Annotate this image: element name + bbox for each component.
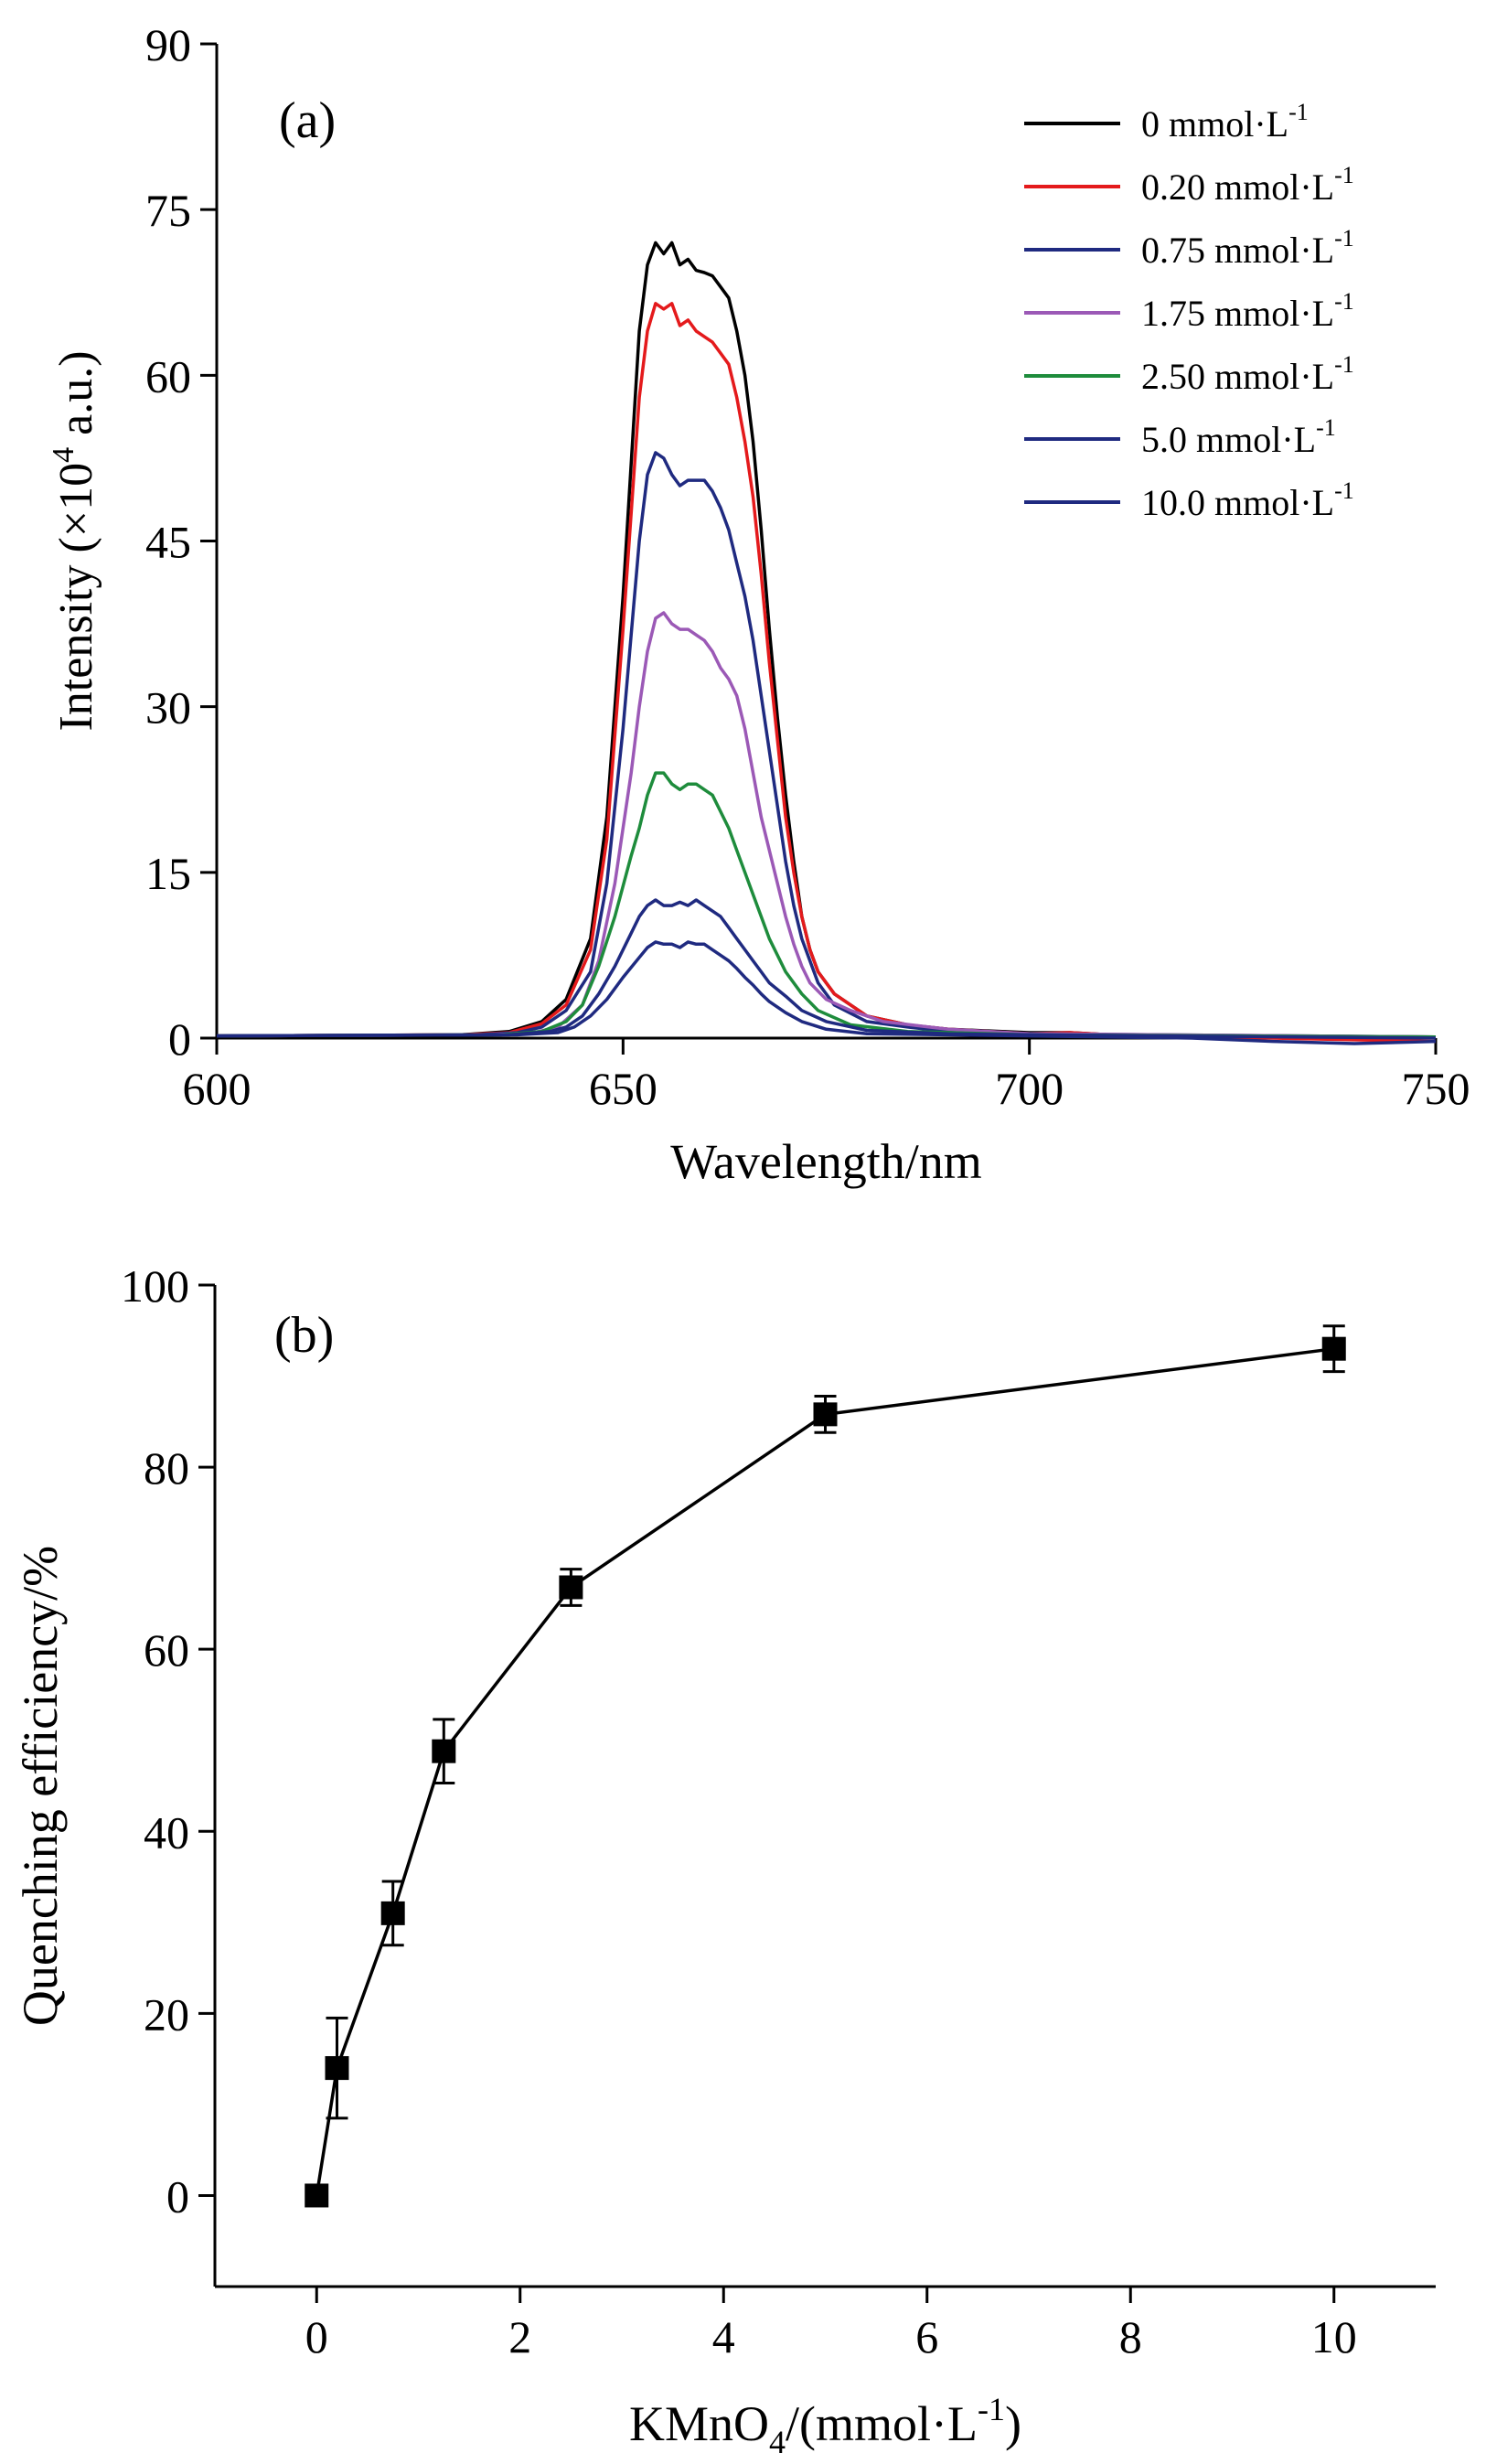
data-point (325, 2056, 349, 2081)
panel-a-chart: 0 15 30 45 60 75 90 600 650 700 750 Wavelength/nm In… (47, 19, 1470, 1189)
y-tick-label: 100 (121, 1260, 189, 1312)
panel-label-b: (b) (274, 1307, 334, 1364)
data-point (432, 1739, 456, 1763)
legend-label: 2.50 mmol·L-1 (1141, 351, 1354, 397)
legend-label: 0.20 mmol·L-1 (1141, 162, 1354, 208)
y-tick-label: 60 (144, 1624, 189, 1676)
y-axis-label: Quenching efficiency/% (13, 1546, 68, 2026)
y-tick-label: 30 (145, 682, 191, 734)
data-point (559, 1575, 583, 1600)
series-line (216, 898, 1437, 1040)
legend-label: 0.75 mmol·L-1 (1141, 225, 1354, 271)
x-axis-label: Wavelength/nm (670, 1134, 982, 1189)
data-point (813, 1402, 838, 1427)
y-tick-label: 60 (145, 350, 191, 402)
y-tick-label: 45 (145, 517, 191, 568)
y-axis-label: Intensity (×104 a.u.) (47, 350, 102, 731)
legend-label: 0 mmol·L-1 (1141, 99, 1309, 145)
series-line (216, 451, 1437, 1039)
x-tick-label: 4 (712, 2311, 735, 2362)
y-tick-label: 90 (145, 19, 191, 70)
series-line (216, 771, 1437, 1039)
data-point (1321, 1336, 1346, 1361)
panel-b-chart: 0 20 40 60 80 100 0 2 4 6 8 10 KMnO4/(mmol·L-1) Quenc… (13, 1260, 1436, 2460)
x-tick-label: 8 (1119, 2311, 1142, 2362)
y-tick-label: 80 (144, 1442, 189, 1494)
y-tick-label: 40 (144, 1806, 189, 1858)
series-line (216, 302, 1437, 1044)
y-tick-label: 0 (168, 1013, 191, 1065)
x-tick-label: 700 (995, 1063, 1064, 1114)
x-tick-label: 10 (1311, 2311, 1357, 2362)
legend-label: 1.75 mmol·L-1 (1141, 288, 1354, 334)
x-tick-label: 600 (183, 1063, 251, 1114)
x-tick-label: 650 (589, 1063, 657, 1114)
x-tick-label: 6 (915, 2311, 938, 2362)
y-tick-label: 20 (144, 1988, 189, 2040)
y-tick-label: 75 (145, 185, 191, 236)
series-line (315, 1346, 1335, 2196)
x-tick-label: 0 (305, 2311, 328, 2362)
series-line (216, 940, 1437, 1045)
legend-label: 5.0 mmol·L-1 (1141, 414, 1336, 460)
data-point (305, 2183, 329, 2208)
panel-label-a: (a) (279, 92, 336, 149)
y-tick-label: 15 (145, 848, 191, 899)
x-axis-label: KMnO4/(mmol·L-1) (629, 2391, 1021, 2460)
x-tick-label: 750 (1402, 1063, 1470, 1114)
x-tick-label: 2 (508, 2311, 531, 2362)
y-tick-label: 0 (166, 2170, 189, 2222)
legend-label: 10.0 mmol·L-1 (1141, 477, 1354, 523)
data-point (380, 1901, 405, 1925)
series-line (216, 611, 1437, 1039)
